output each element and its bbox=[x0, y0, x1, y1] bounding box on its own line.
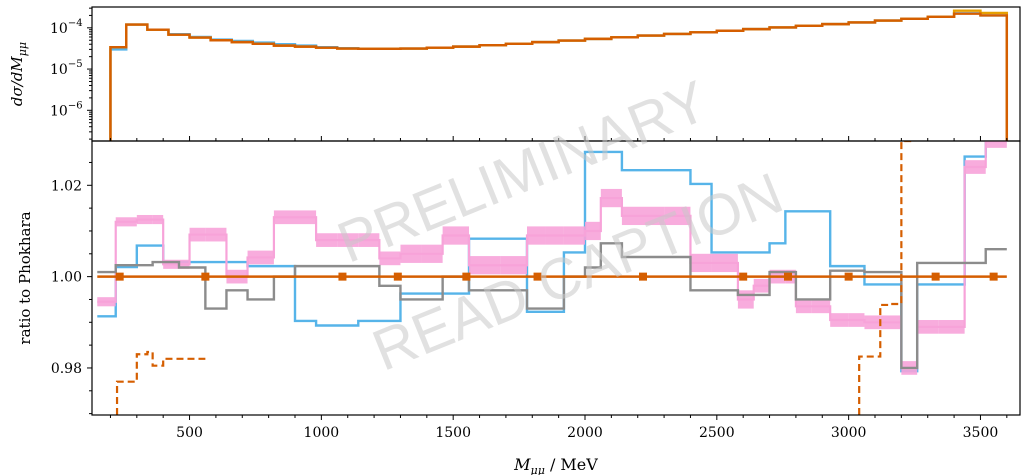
bottom-xtick-label: 2000 bbox=[567, 425, 603, 441]
top-series-line-2 bbox=[109, 12, 1009, 141]
top-ylabel-sub: μμ bbox=[16, 42, 29, 56]
reference-marker bbox=[639, 272, 647, 281]
bottom-xtick-label: 3500 bbox=[963, 425, 999, 441]
reference-marker bbox=[338, 272, 347, 281]
reference-marker bbox=[739, 272, 748, 281]
ratio-step-line-2 bbox=[97, 242, 1007, 370]
bottom-xtick-label: 2500 bbox=[699, 425, 735, 441]
reference-marker bbox=[844, 272, 853, 281]
ratio-step-line-0 bbox=[97, 141, 1007, 373]
bottom-xtick-label: 1000 bbox=[304, 425, 340, 441]
bottom-ytick-label: 1.02 bbox=[51, 178, 82, 194]
bottom-xtick-group: 500 1000 1500 2000 2500 3000 3500 bbox=[109, 136, 1008, 441]
x-axis-label: Mμμ / MeV bbox=[513, 455, 598, 475]
ratio-dashed-segment-0 bbox=[115, 350, 206, 415]
top-panel: 10−4 10−5 10−6 dσ/dMμμ bbox=[8, 6, 1021, 142]
bottom-ytick-group: 0.98 1.00 1.02 bbox=[51, 161, 92, 415]
reference-marker bbox=[931, 272, 940, 281]
reference-marker bbox=[393, 272, 402, 281]
reference-marker bbox=[462, 272, 471, 281]
bottom-ytick-label: 0.98 bbox=[51, 361, 82, 377]
top-series-group bbox=[109, 9, 1009, 141]
reference-marker bbox=[201, 272, 210, 281]
bottom-series-clipped bbox=[97, 141, 1007, 415]
bottom-xtick-label: 500 bbox=[176, 425, 203, 441]
reference-marker bbox=[784, 272, 792, 281]
top-ylabel: dσ/dMμμ bbox=[8, 42, 29, 106]
reference-marker bbox=[115, 272, 124, 281]
top-ytick-label-2: 10−6 bbox=[50, 100, 83, 119]
top-axes-frame bbox=[91, 6, 1021, 142]
reference-marker bbox=[533, 272, 542, 281]
bottom-xtick-label: 3000 bbox=[831, 425, 867, 441]
bottom-xtick-label: 1500 bbox=[435, 425, 471, 441]
reference-marker bbox=[989, 272, 998, 281]
bottom-series-group bbox=[97, 141, 1007, 415]
bottom-ytick-label: 1.00 bbox=[51, 270, 82, 286]
bottom-panel: 0.98 1.00 1.02 500 1000 1500 2000 2500 3000 3500… bbox=[16, 136, 1021, 475]
top-ytick-group: 10−4 10−5 10−6 bbox=[50, 7, 92, 140]
top-ytick-label-0: 10−4 bbox=[50, 18, 83, 37]
bottom-axes-frame bbox=[91, 140, 1021, 416]
watermark: PRELIMINARY READ CAPTION bbox=[329, 68, 792, 383]
ratio-band-bin bbox=[985, 141, 1007, 148]
bottom-ylabel: ratio to Phokhara bbox=[16, 211, 34, 344]
top-ytick-label-1: 10−5 bbox=[50, 59, 83, 78]
ratio-band-line bbox=[97, 141, 1007, 370]
